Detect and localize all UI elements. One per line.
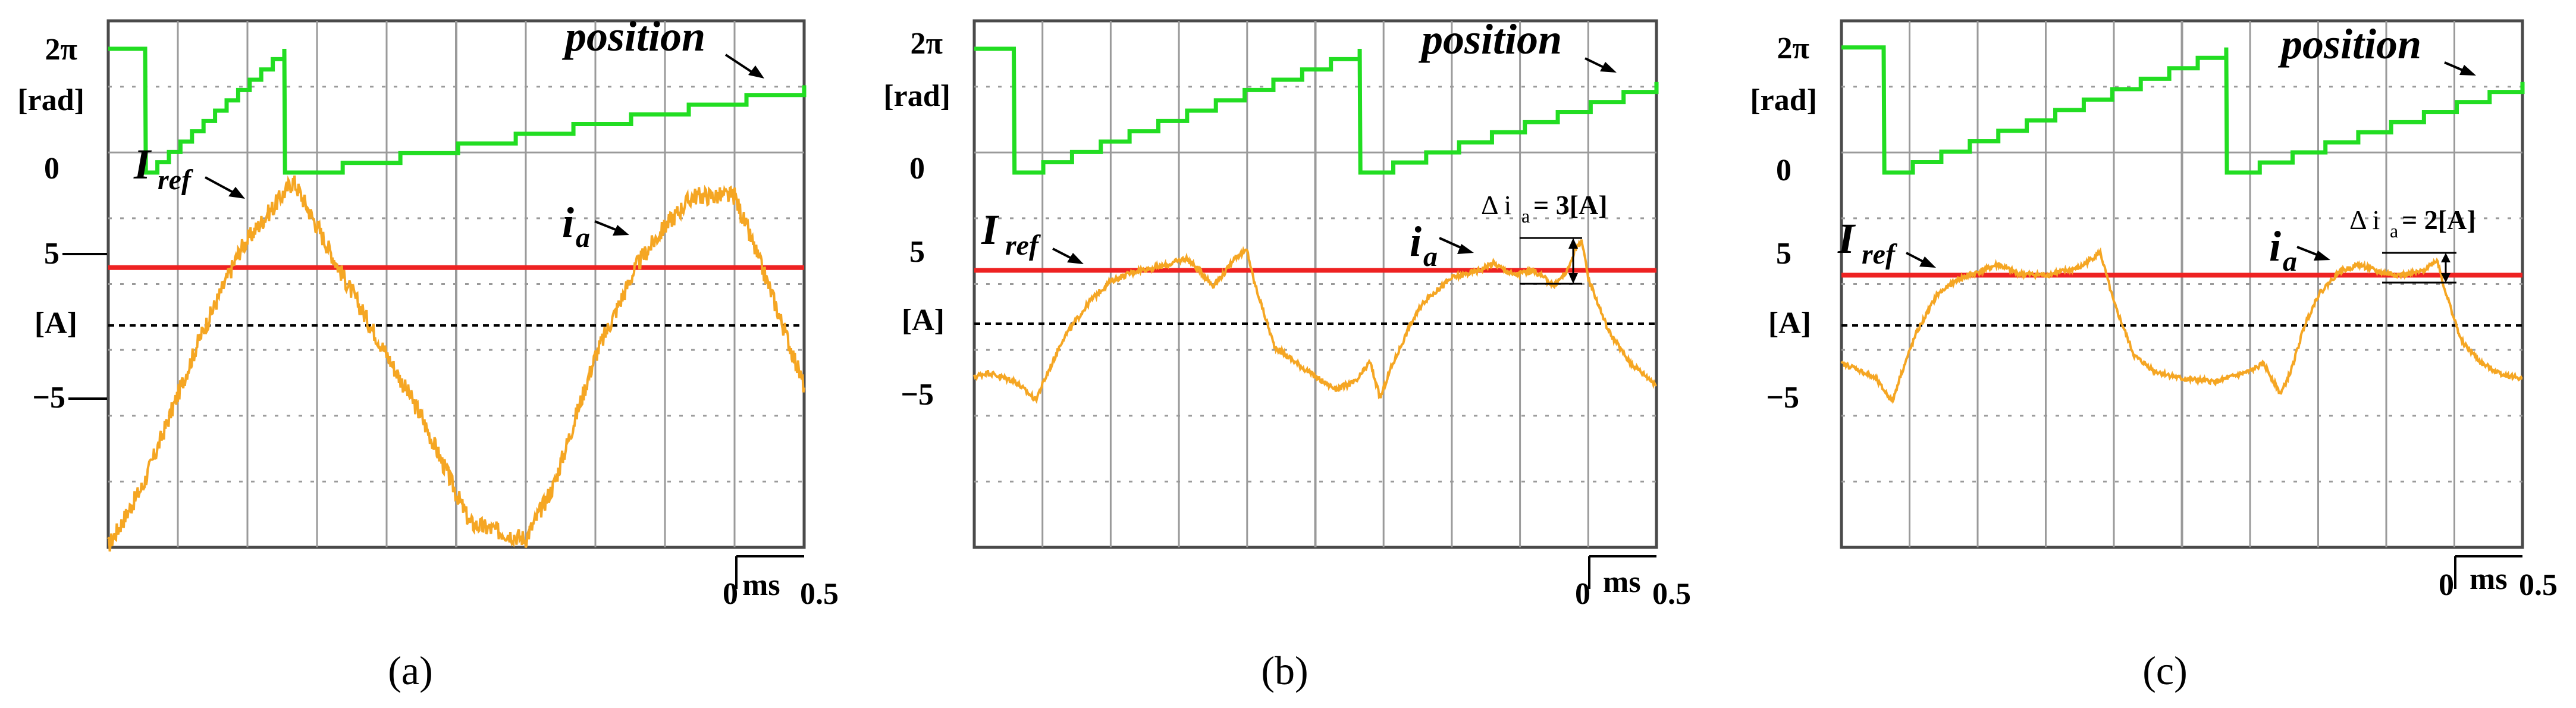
panel-b-tick-amp: [A] bbox=[902, 303, 945, 337]
panel-b-grid bbox=[974, 21, 1656, 547]
panel-c-ia-arrowhead bbox=[2314, 250, 2330, 261]
panel-b-position-trace bbox=[974, 46, 1659, 175]
panel-a-tick-neg5: −5 bbox=[32, 381, 65, 415]
panel-b-scale-ms: ms bbox=[1603, 565, 1641, 599]
panel-b-position-arrowhead bbox=[1600, 62, 1617, 73]
panel-c: 2π [rad] 0 5 [A] −5 position I ref i a Δ… bbox=[1750, 19, 2558, 693]
panel-a: 2π [rad] 0 5 [A] −5 position I ref i a m… bbox=[17, 12, 839, 693]
panel-a-ia-arrowhead bbox=[613, 225, 629, 236]
panel-b-ia-arrowhead bbox=[1457, 244, 1474, 254]
panel-c-ia-label: i bbox=[2269, 223, 2281, 270]
panel-c-caption: (c) bbox=[2142, 648, 2187, 693]
panel-a-position-arrow bbox=[724, 54, 757, 76]
panel-a-tick-5: 5 bbox=[44, 237, 59, 271]
panel-c-iref-subscript: ref bbox=[1862, 239, 1897, 270]
panel-c-scale-ms: ms bbox=[2470, 562, 2508, 596]
panel-b-scale-0: 0 bbox=[1575, 577, 1590, 611]
panel-c-scale-05: 0.5 bbox=[2519, 568, 2558, 602]
panel-c-iref-arrowhead bbox=[1919, 256, 1936, 268]
panel-b-delta-label: Δ i bbox=[1481, 190, 1511, 220]
panel-c-ia-subscript: a bbox=[2283, 246, 2297, 277]
panel-a-iref-subscript: ref bbox=[158, 164, 193, 196]
panel-c-iref-label: I bbox=[1837, 215, 1856, 262]
panel-b-ia-label: i bbox=[1410, 218, 1422, 265]
panel-a-scale-ms: ms bbox=[742, 568, 780, 602]
panel-b-iref-arrowhead bbox=[1067, 253, 1084, 264]
panel-b-current-trace bbox=[973, 239, 1657, 405]
panel-c-ia-arrow bbox=[2296, 246, 2320, 257]
panel-a-iref-label: I bbox=[133, 140, 152, 188]
panel-a-position-arrowhead bbox=[748, 65, 764, 79]
panel-a-ia-label: i bbox=[562, 199, 574, 246]
panel-a-iref-arrow bbox=[205, 176, 236, 195]
panel-c-tick-amp: [A] bbox=[1768, 306, 1811, 340]
panel-c-delta-arrow-up bbox=[2441, 253, 2451, 262]
panel-a-scale-0: 0 bbox=[723, 577, 738, 611]
panel-a-ia-subscript: a bbox=[576, 222, 590, 253]
panel-c-current-trace bbox=[1840, 247, 2523, 405]
panel-c-scale-0: 0 bbox=[2439, 568, 2454, 602]
panel-a-tick-amp: [A] bbox=[34, 306, 77, 340]
panel-b-position-label: position bbox=[1418, 15, 1562, 63]
panel-c-delta-label: Δ i bbox=[2349, 205, 2380, 235]
panel-c-tick-0: 0 bbox=[1776, 153, 1791, 187]
panel-c-delta-value: = 2[A] bbox=[2402, 205, 2476, 235]
panel-b-tick-rad: [rad] bbox=[883, 79, 950, 113]
panel-b-tick-neg5: −5 bbox=[900, 378, 934, 412]
panel-a-tick-2pi: 2π bbox=[45, 33, 78, 67]
panel-b-delta-subscript: a bbox=[1521, 205, 1530, 227]
panel-c-delta-arrow-down bbox=[2441, 273, 2451, 283]
panel-c-tick-2pi: 2π bbox=[1777, 32, 1810, 65]
panel-c-tick-5: 5 bbox=[1776, 237, 1791, 271]
panel-a-tick-rad: [rad] bbox=[17, 83, 84, 117]
panel-a-grid bbox=[108, 21, 804, 547]
panel-b-tick-2pi: 2π bbox=[911, 27, 943, 61]
panel-a-scale-05: 0.5 bbox=[800, 577, 839, 611]
panel-c-delta-subscript: a bbox=[2390, 220, 2398, 242]
panel-b-iref-label: I bbox=[981, 206, 1000, 253]
panel-b: 2π [rad] 0 5 [A] −5 position I ref i a Δ… bbox=[883, 15, 1691, 693]
panel-b-caption: (b) bbox=[1261, 648, 1308, 693]
panel-b-delta-value: = 3[A] bbox=[1533, 190, 1608, 220]
panel-b-ia-subscript: a bbox=[1423, 241, 1438, 272]
panel-a-iref-arrowhead bbox=[228, 187, 245, 199]
panel-a-caption: (a) bbox=[388, 648, 432, 693]
panel-a-position-label: position bbox=[561, 12, 705, 60]
panel-a-tick-0: 0 bbox=[44, 152, 59, 186]
panel-b-position-arrow bbox=[1584, 57, 1607, 70]
panel-c-position-trace bbox=[1841, 45, 2525, 175]
panel-c-position-label: position bbox=[2277, 20, 2421, 68]
panel-c-grid bbox=[1841, 21, 2522, 547]
panel-b-delta-arrow-up bbox=[1568, 238, 1578, 249]
panel-c-tick-rad: [rad] bbox=[1750, 83, 1817, 117]
panel-b-scale-05: 0.5 bbox=[1652, 577, 1691, 611]
panel-a-position-trace bbox=[108, 46, 807, 175]
panel-b-tick-5: 5 bbox=[909, 235, 925, 269]
panel-b-iref-subscript: ref bbox=[1005, 230, 1041, 261]
panel-c-tick-neg5: −5 bbox=[1766, 381, 1799, 415]
panel-a-current-trace bbox=[107, 175, 805, 552]
panel-c-position-arrowhead bbox=[2459, 65, 2476, 76]
panel-b-tick-0: 0 bbox=[909, 152, 925, 186]
panel-b-delta-arrow-down bbox=[1568, 273, 1578, 284]
panel-a-ia-arrow bbox=[594, 220, 619, 232]
panel-b-ia-arrow bbox=[1439, 237, 1464, 250]
